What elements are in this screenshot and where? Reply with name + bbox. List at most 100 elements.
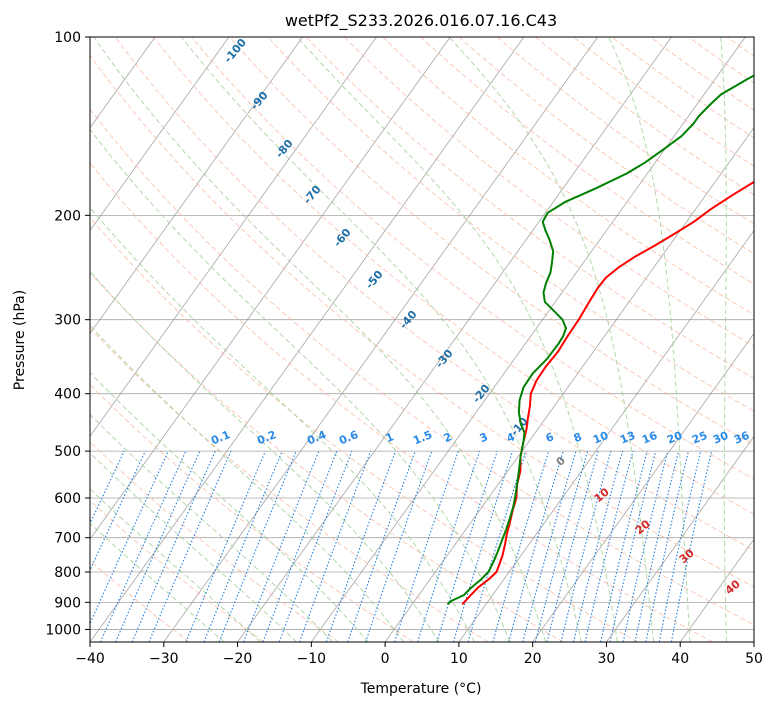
isotherm-line [384, 127, 754, 642]
mixing-ratio-line [148, 450, 232, 642]
mixing-ratio-line [534, 450, 589, 642]
moist-adiabat [720, 37, 727, 642]
mixing-ratio-label: 13 [618, 429, 637, 447]
chart-title: wetPf2_S233.2026.016.07.16.C43 [285, 11, 557, 31]
dry-adiabat [573, 37, 754, 167]
isotherm-line [90, 37, 230, 232]
mixing-ratio-label: 0.1 [209, 428, 232, 447]
dry-adiabat [458, 37, 754, 255]
y-tick-label: 300 [54, 313, 81, 329]
mixing-ratio-line [243, 450, 320, 642]
mixing-ratio-label: 1.5 [411, 428, 434, 447]
dry-adiabat [90, 271, 564, 642]
dry-adiabat-label: -70 [301, 183, 324, 207]
plot-area: 0.1 0.2 0.4 0.6 1 1.5 2 3 4 6 8 10 13 16 20 25 30 36-100-… [0, 36, 775, 642]
x-tick-label: −20 [223, 651, 253, 667]
moist-adiabat [90, 452, 297, 642]
dry-adiabat [649, 37, 754, 111]
mixing-ratio-line [131, 450, 216, 642]
mixing-ratio-line [622, 450, 669, 642]
dry-adiabat [688, 37, 754, 84]
mixing-ratio-label: 20 [665, 429, 684, 447]
isotherm-line [679, 538, 754, 642]
dry-adiabat [114, 37, 754, 551]
mixing-ratio-line [278, 450, 353, 642]
mixing-ratio-label: 30 [711, 429, 730, 447]
mixing-ratio-line [572, 450, 624, 642]
dry-adiabat [90, 162, 713, 642]
mixing-ratio-label: 2 [442, 430, 454, 445]
moist-adiabat [90, 522, 225, 642]
mixing-ratio-label: 10 [591, 429, 610, 447]
dry-adiabat [726, 37, 754, 57]
dry-adiabat [344, 37, 754, 347]
mixing-ratio-line [90, 450, 169, 625]
y-tick-label: 900 [54, 595, 81, 611]
dry-adiabat-label: -100 [221, 36, 249, 66]
isotherm-line [753, 641, 754, 642]
dry-adiabat [191, 37, 754, 480]
temperature-line [461, 180, 754, 605]
moist-adiabat [180, 37, 582, 642]
mixing-ratio-line [584, 450, 634, 642]
moist-adiabat-label: 30 [677, 546, 697, 566]
mixing-ratio-line [600, 450, 648, 642]
mixing-ratio-line [203, 450, 283, 642]
mixing-ratio-line [670, 450, 713, 642]
dry-adiabat [267, 37, 754, 412]
mixing-ratio-label: 3 [478, 430, 490, 445]
mixing-ratio-line [185, 450, 266, 642]
x-axis-ticks: −40 −30 −20 −10 0 10 20 30 40 50 [75, 642, 763, 667]
moist-adiabat [90, 128, 511, 642]
moist-adiabat [90, 270, 440, 642]
dry-adiabat [90, 327, 489, 642]
y-tick-label: 100 [54, 30, 81, 46]
mixing-ratio-line [347, 450, 416, 642]
moist-adiabat [93, 37, 547, 642]
mixing-ratio-line [299, 450, 372, 642]
y-tick-label: 500 [54, 444, 81, 460]
dry-adiabat-label: -40 [397, 308, 420, 332]
y-tick-label: 700 [54, 531, 81, 547]
isotherm-line [90, 37, 525, 642]
y-tick-label: 800 [54, 565, 81, 581]
dry-adiabat [153, 37, 754, 515]
mixing-ratio-line [546, 450, 599, 642]
dry-adiabat [420, 37, 754, 285]
isotherm-line [237, 37, 672, 642]
isotherm-line [90, 37, 451, 540]
x-tick-label: −40 [75, 651, 105, 667]
isotherm-line [163, 37, 599, 642]
moist-adiabat [90, 206, 475, 642]
plot-frame [89, 36, 755, 643]
mixing-ratio-label: 8 [572, 430, 584, 445]
moist-adiabat [448, 37, 655, 642]
dry-adiabat [90, 559, 190, 642]
y-axis-ticks: 1000 900 800 700 600 500 400 300 200 100 [45, 30, 90, 638]
dry-adiabat [496, 37, 754, 225]
dry-adiabat [382, 37, 754, 316]
y-axis-label: Pressure (hPa) [12, 290, 28, 390]
x-tick-label: 50 [745, 651, 763, 667]
dry-adiabat [765, 37, 775, 642]
x-tick-label: 0 [381, 651, 390, 667]
isotherm-line [532, 332, 754, 642]
dry-adiabat [90, 499, 265, 642]
dry-adiabat-label: -20 [470, 382, 493, 406]
isotherm-line [0, 37, 8, 642]
isotherm-line [606, 435, 754, 642]
dry-adiabat-label: -80 [273, 137, 296, 161]
mixing-ratio-line [658, 450, 702, 642]
x-tick-label: −10 [297, 651, 327, 667]
dry-adiabat [90, 216, 639, 642]
dry-adiabat-label: -60 [331, 226, 354, 250]
x-tick-label: 30 [598, 651, 616, 667]
mixing-ratio-label: 0.6 [337, 428, 360, 447]
x-tick-label: 10 [450, 651, 468, 667]
mixing-ratio-line [522, 450, 577, 642]
isotherm-line [90, 37, 303, 335]
mixing-ratio-line [90, 450, 146, 572]
x-tick-label: 20 [524, 651, 542, 667]
mixing-ratio-line [218, 450, 297, 642]
